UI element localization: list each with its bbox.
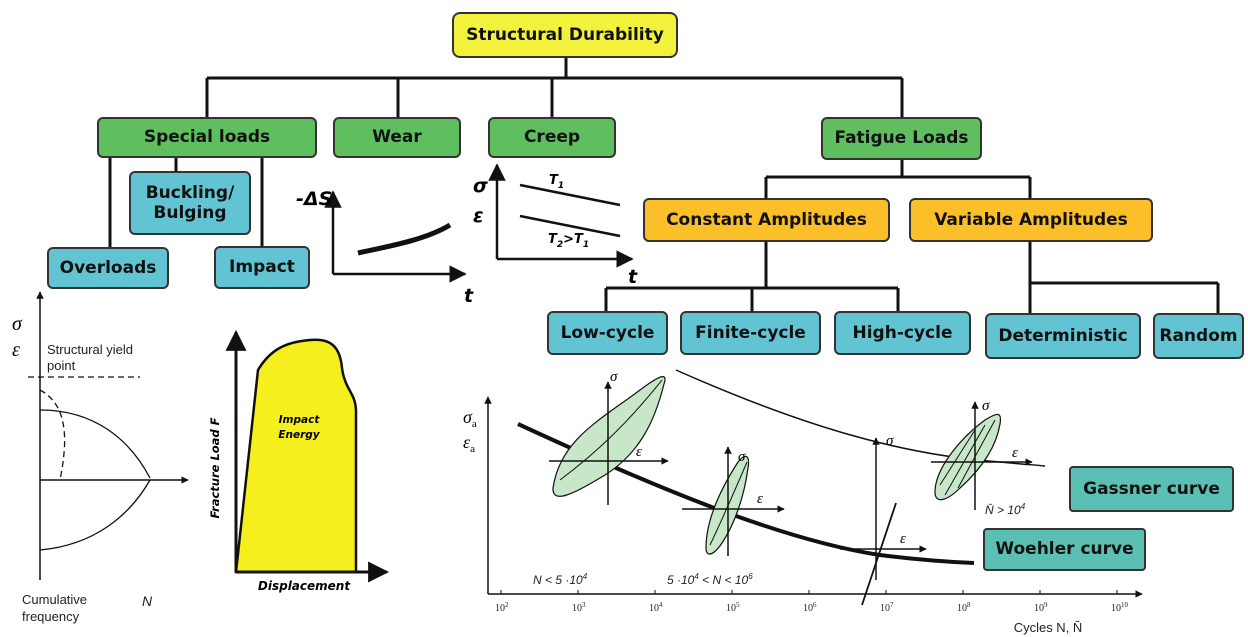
overload-sigma: σ — [12, 313, 23, 335]
creep-t2-label: T2>T1 — [548, 232, 589, 250]
tree-connectors — [108, 56, 1220, 313]
finite-cycle-box: Finite-cycle — [680, 311, 821, 355]
yield-label-line1: Structural yield — [47, 342, 133, 357]
region-finite-cycle: 5 ·104 < N < 106 — [667, 572, 753, 587]
x-tick-label: 106 — [803, 601, 817, 614]
wear-plot — [324, 190, 467, 283]
overload-xlabel-line2: frequency — [22, 609, 80, 624]
x-tick-label: 109 — [1034, 601, 1048, 614]
impact-xlabel: Displacement — [258, 579, 351, 593]
impact-area-label-line2: Energy — [278, 429, 320, 441]
impact-energy-area — [234, 338, 358, 574]
creep-box: Creep — [488, 117, 616, 158]
overload-eps: ε — [12, 339, 20, 361]
x-tick-label: 103 — [572, 601, 586, 614]
loop3-sigma: σ — [886, 433, 894, 449]
hysteresis-loop-gassner — [931, 401, 1033, 510]
creep-eps: ε — [473, 205, 484, 227]
impact-ylabel: Fracture Load F — [208, 417, 222, 518]
overload-plot — [28, 291, 189, 580]
deterministic-box: Deterministic — [985, 313, 1141, 359]
x-tick-label: 105 — [726, 601, 740, 614]
woehler-ylabel-eps: εa — [463, 432, 475, 455]
impact-axes — [225, 329, 390, 583]
overload-xlabel-line1: Cumulative — [22, 592, 87, 607]
creep-t1-label: T1 — [549, 173, 564, 191]
hysteresis-loop-medium — [682, 446, 785, 556]
x-tick-label: 102 — [495, 601, 509, 614]
loop2-eps: ε — [757, 491, 763, 507]
high-cycle-box: High-cycle — [834, 311, 971, 355]
hysteresis-loop-large — [549, 376, 669, 505]
gassner-curve-box: Gassner curve — [1069, 466, 1234, 512]
impact-area-label-line1: Impact — [279, 414, 321, 426]
creep-sigma: σ — [473, 175, 488, 197]
loop4-sigma: σ — [982, 398, 990, 414]
creep-plot — [488, 163, 634, 268]
loop1-eps: ε — [636, 444, 642, 460]
impact-box: Impact — [214, 246, 310, 289]
x-tick-label: 1010 — [1111, 601, 1129, 614]
variable-amplitudes-box: Variable Amplitudes — [909, 198, 1153, 242]
structural-durability-box: Structural Durability — [452, 12, 678, 58]
wear-xlabel: t — [464, 285, 474, 307]
wear-box: Wear — [333, 117, 461, 158]
woehler-curve-box: Woehler curve — [983, 528, 1146, 571]
region-gassner: N̄ > 104 — [985, 502, 1026, 517]
x-tick-label: 107 — [880, 601, 894, 614]
woehler-xticks: 102 103 104 105 106 107 108 109 1010 — [495, 590, 1129, 614]
constant-amplitudes-box: Constant Amplitudes — [643, 198, 890, 242]
fatigue-loads-box: Fatigue Loads — [821, 117, 982, 160]
special-loads-box: Special loads — [97, 117, 317, 158]
woehler-xlabel: Cycles N, N̄ — [1014, 620, 1083, 635]
overload-n-label: N — [142, 593, 153, 609]
yield-label-line2: point — [47, 358, 76, 373]
creep-xlabel: t — [628, 266, 638, 288]
random-box: Random — [1153, 313, 1244, 359]
woehler-ylabel-sigma: σa — [463, 407, 477, 430]
region-low-cycle: N < 5 ·104 — [533, 572, 588, 587]
loop3-eps: ε — [900, 531, 906, 547]
loop2-sigma: σ — [738, 449, 746, 465]
buckling-bulging-box: Buckling/ Bulging — [129, 171, 251, 235]
overloads-box: Overloads — [47, 247, 169, 289]
elastic-line-loop — [840, 437, 927, 606]
x-tick-label: 104 — [649, 601, 663, 614]
low-cycle-box: Low-cycle — [547, 311, 668, 355]
wear-ylabel: -ΔS — [296, 188, 332, 210]
loop1-sigma: σ — [610, 369, 618, 385]
x-tick-label: 108 — [957, 601, 971, 614]
loop4-eps: ε — [1012, 445, 1018, 461]
